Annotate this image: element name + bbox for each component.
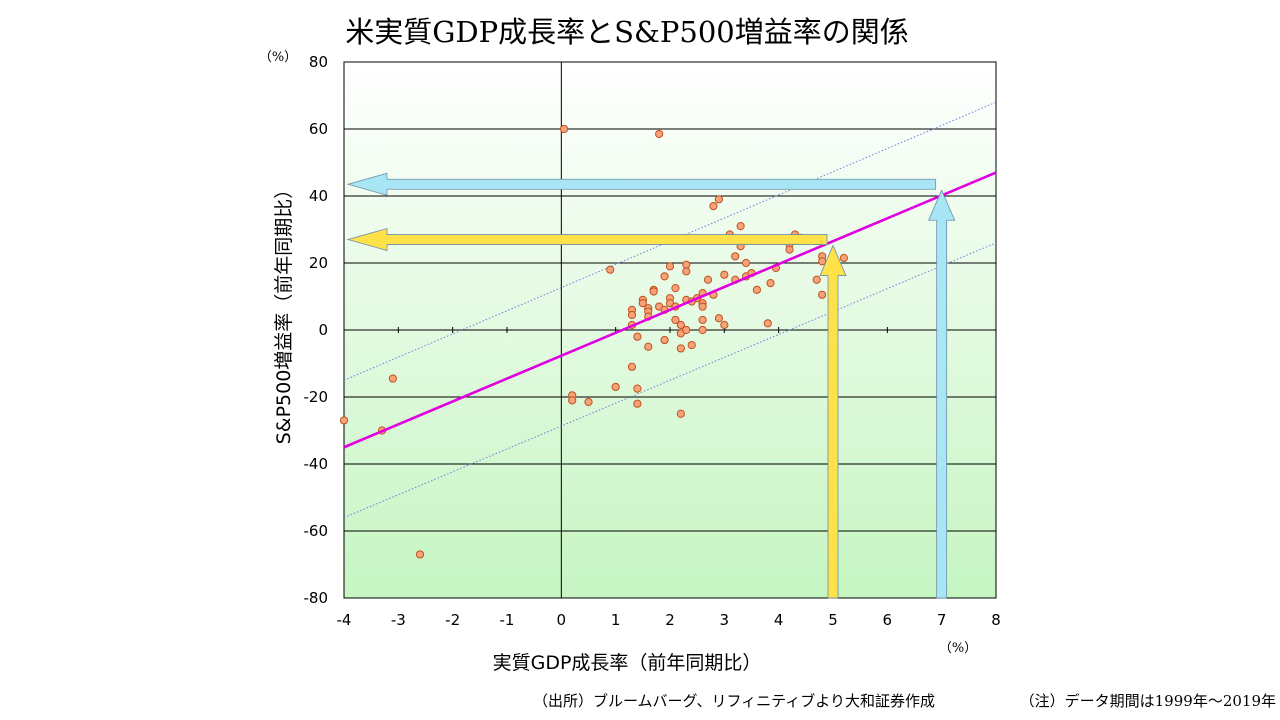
y-tick-label: 40 [309, 187, 328, 205]
data-points [339, 124, 848, 559]
x-tick-label: -2 [445, 611, 460, 629]
data-point [812, 275, 821, 284]
regression-line-group [343, 171, 997, 449]
x-tick-labels: -4 -3 -2 -1 0 1 2 3 4 5 6 7 8 [337, 611, 1001, 629]
x-tick-label: 5 [828, 611, 838, 629]
data-point [763, 319, 772, 328]
data-point [388, 374, 397, 383]
x-tick-label: 0 [557, 611, 567, 629]
x-tick-label: 2 [665, 611, 675, 629]
data-point [676, 344, 685, 353]
y-tick-label: 0 [318, 321, 328, 339]
data-point [660, 335, 669, 345]
data-point [633, 332, 642, 341]
y-tick-label: 80 [309, 53, 328, 71]
y-tick-label: 20 [309, 254, 328, 272]
data-point [633, 399, 642, 408]
y-tick-labels: -80 -60 -40 -20 0 20 40 60 80 [304, 53, 329, 607]
data-point [676, 320, 685, 330]
x-axis-label: 実質GDP成長率（前年同期比） [493, 652, 762, 674]
data-point [714, 195, 724, 204]
y-tick-label: -40 [304, 455, 329, 473]
data-point [839, 253, 848, 263]
data-point [584, 397, 593, 407]
data-point [698, 325, 707, 335]
data-point [606, 265, 615, 274]
data-point [682, 325, 691, 335]
data-point [649, 287, 658, 296]
x-tick-label: 4 [774, 611, 784, 629]
cyan-vertical-arrow [928, 189, 956, 599]
regression-line [343, 171, 997, 449]
y-tick-label: -20 [304, 388, 329, 406]
data-point [785, 245, 794, 254]
data-point [766, 279, 775, 288]
cyan-horizontal-arrow [346, 172, 937, 196]
data-point [655, 129, 664, 139]
data-point [741, 258, 751, 268]
data-point [818, 290, 827, 299]
x-tick-label: 8 [991, 611, 1001, 629]
data-point [559, 124, 569, 134]
x-unit-label: （%） [939, 641, 977, 656]
gridlines [344, 62, 996, 598]
data-point [568, 396, 577, 405]
period-note: （注）データ期間は1999年～2019年 [1020, 692, 1276, 710]
x-tick-label: 3 [720, 611, 730, 629]
y-unit-label: （%） [259, 50, 297, 65]
data-point [703, 275, 713, 284]
data-point [627, 362, 637, 371]
x-tick-label: 7 [937, 611, 947, 629]
x-tick-label: -1 [500, 611, 515, 629]
data-point [709, 201, 718, 211]
y-tick-label: -80 [304, 589, 329, 607]
data-point [714, 314, 724, 323]
x-tick-label: 1 [611, 611, 621, 629]
data-point [682, 267, 691, 276]
data-point [660, 272, 669, 281]
data-point [633, 384, 642, 393]
chart-title: 米実質GDP成長率とS&P500増益率の関係 [345, 15, 908, 49]
yellow-horizontal-arrow [346, 228, 828, 252]
x-tick-label: -4 [337, 611, 352, 629]
data-point [720, 320, 729, 330]
data-point [665, 262, 675, 271]
data-point [627, 310, 637, 320]
y-tick-label: 60 [309, 120, 328, 138]
y-tick-label: -60 [304, 522, 329, 540]
data-point [752, 285, 762, 294]
x-tick-label: 6 [883, 611, 893, 629]
data-point [671, 315, 680, 325]
data-point [638, 299, 647, 308]
data-point [676, 409, 685, 418]
y-axis-label: S&P500増益率（前年同期比） [273, 180, 295, 445]
data-point [339, 416, 349, 425]
data-point [731, 252, 740, 261]
data-point [687, 340, 696, 350]
band-lower-line [343, 242, 997, 519]
x-tick-label: -3 [391, 611, 406, 629]
data-point [720, 270, 729, 279]
arrows [346, 172, 956, 599]
data-point [698, 302, 707, 311]
data-point [644, 342, 653, 351]
source-note: （出所）ブルームバーグ、リフィニティブより大和証券作成 [533, 692, 935, 710]
data-point [682, 260, 691, 269]
data-point [736, 222, 745, 231]
data-point [415, 550, 425, 559]
data-point [698, 315, 707, 325]
data-point [611, 382, 620, 392]
data-point [671, 284, 680, 293]
yellow-vertical-arrow [819, 244, 847, 599]
